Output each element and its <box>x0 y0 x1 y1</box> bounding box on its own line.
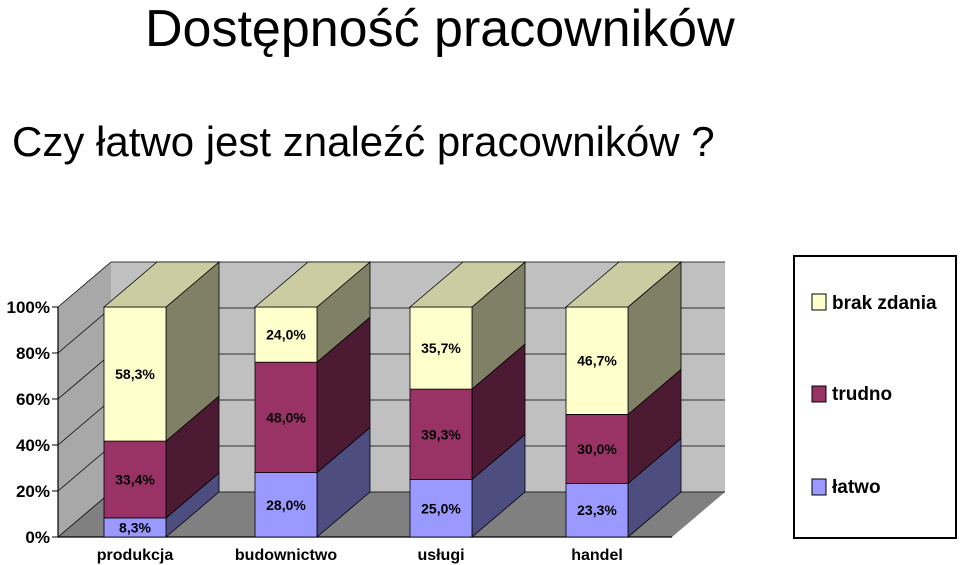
x-tick-label: usługi <box>417 547 464 564</box>
page-title: Dostępność pracowników <box>145 0 735 58</box>
floor <box>58 492 725 537</box>
gridline-side <box>57 353 112 400</box>
y-tick-label: 60% <box>16 390 50 409</box>
legend-swatch-brak-zdania <box>811 293 827 311</box>
bar-segment <box>409 479 473 538</box>
data-label: 39,3% <box>421 426 461 442</box>
y-tick-label: 100% <box>7 298 50 317</box>
gridline-side <box>57 261 112 308</box>
data-label: 8,3% <box>119 519 151 535</box>
bar-segment <box>103 440 167 519</box>
legend-label-trudno: trudno <box>832 384 892 405</box>
bar-segment <box>565 483 629 538</box>
bar-segment <box>254 306 318 363</box>
bar-top <box>253 261 372 308</box>
y-tick-label: 20% <box>16 482 50 501</box>
data-label: 35,7% <box>421 340 461 356</box>
bar-segment <box>254 472 318 538</box>
gridline-side <box>57 445 112 492</box>
y-axis-ticks: 0% 20% 40% 60% 80% 100% <box>7 298 58 547</box>
gridline-side <box>57 307 112 354</box>
bar-segment <box>565 414 629 484</box>
legend: brak zdania trudno łatwo <box>793 255 957 539</box>
y-tick-label: 40% <box>16 436 50 455</box>
x-tick-label: budownictwo <box>235 547 337 564</box>
data-label: 58,3% <box>115 366 155 382</box>
gridline-side <box>57 399 112 446</box>
bar-segment <box>409 388 473 480</box>
side-wall <box>58 262 111 537</box>
bar-top <box>408 261 527 308</box>
y-tick-label: 80% <box>16 344 50 363</box>
bar-stack: 8,3% 33,4% 58,3% <box>102 261 221 538</box>
legend-label-latwo: łatwo <box>832 477 881 498</box>
data-label: 25,0% <box>421 500 461 516</box>
bar-stack: 23,3% 30,0% 46,7% <box>564 261 683 538</box>
data-label: 28,0% <box>266 497 306 513</box>
data-label: 48,0% <box>266 409 306 425</box>
data-label: 46,7% <box>577 353 617 369</box>
bar-stack: 25,0% 39,3% 35,7% <box>408 261 527 538</box>
bar-segment <box>565 306 629 415</box>
legend-label-brak-zdania: brak zdania <box>832 293 937 314</box>
x-axis-labels: produkcja budownictwo usługi handel <box>97 547 623 564</box>
x-tick-label: handel <box>571 547 623 564</box>
y-tick-label: 0% <box>25 528 50 547</box>
data-label: 24,0% <box>266 327 306 343</box>
legend-swatch-latwo <box>811 478 827 496</box>
bar-top <box>102 261 221 308</box>
legend-swatch-trudno <box>811 385 827 403</box>
bar-top <box>564 261 683 308</box>
page-subtitle: Czy łatwo jest znaleźć pracowników ? <box>12 118 715 165</box>
data-label: 33,4% <box>115 472 155 488</box>
bar-segment <box>409 306 473 390</box>
data-label: 23,3% <box>577 502 617 518</box>
x-tick-label: produkcja <box>97 547 174 564</box>
data-label: 30,0% <box>577 441 617 457</box>
bars: 8,3% 33,4% 58,3% 28,0% 48,0% 24,0% 25,0% 39,3% 3… <box>102 261 683 538</box>
bar-segment <box>254 361 318 474</box>
gridline-side <box>57 491 112 538</box>
bar-stack: 28,0% 48,0% 24,0% <box>253 261 372 538</box>
